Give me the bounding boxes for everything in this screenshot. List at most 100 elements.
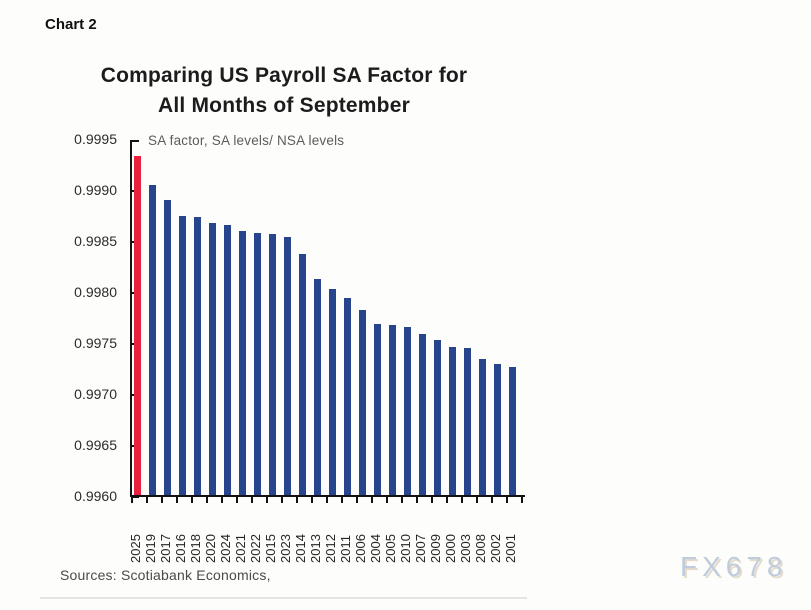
x-tick-mark xyxy=(296,497,298,503)
x-tick-label-2017: 2017 xyxy=(158,534,173,563)
x-tick-mark xyxy=(416,497,418,503)
x-tick-label-2021: 2021 xyxy=(233,534,248,563)
y-tick-label: 0.9975 xyxy=(74,335,117,351)
x-tick-mark xyxy=(341,497,343,503)
x-tick-mark xyxy=(326,497,328,503)
x-tick-mark xyxy=(221,497,223,503)
x-tick-label-2002: 2002 xyxy=(488,534,503,563)
x-tick-mark xyxy=(521,497,523,503)
x-tick-label-2009: 2009 xyxy=(428,534,443,563)
x-tick-label-2020: 2020 xyxy=(203,534,218,563)
bar-2022 xyxy=(254,232,261,495)
bar-2000 xyxy=(449,347,456,495)
x-tick-mark xyxy=(176,497,178,503)
x-tick-mark xyxy=(461,497,463,503)
bar-2024 xyxy=(224,224,231,495)
x-tick-label-2019: 2019 xyxy=(143,534,158,563)
x-tick-mark xyxy=(131,497,133,503)
x-tick-mark xyxy=(206,497,208,503)
x-tick-mark xyxy=(446,497,448,503)
x-tick-label-2005: 2005 xyxy=(383,534,398,563)
bar-2008 xyxy=(479,359,486,495)
x-tick-mark xyxy=(506,497,508,503)
bar-2020 xyxy=(209,222,216,495)
y-tick-label: 0.9980 xyxy=(74,284,117,300)
x-tick-mark xyxy=(431,497,433,503)
x-tick-mark xyxy=(236,497,238,503)
bar-2004 xyxy=(374,323,381,495)
x-tick-label-2013: 2013 xyxy=(308,534,323,563)
bar-2001 xyxy=(509,366,516,495)
x-tick-mark xyxy=(251,497,253,503)
x-tick-label-2007: 2007 xyxy=(413,534,428,563)
x-tick-label-2025: 2025 xyxy=(128,534,143,563)
bar-2003 xyxy=(464,348,471,495)
x-tick-label-2004: 2004 xyxy=(368,534,383,563)
x-tick-label-2024: 2024 xyxy=(218,534,233,563)
bar-chart-plot-area xyxy=(130,140,525,503)
bar-2009 xyxy=(434,340,441,495)
bottom-divider xyxy=(40,597,527,599)
y-tick-label: 0.9965 xyxy=(74,437,117,453)
x-tick-label-2003: 2003 xyxy=(458,534,473,563)
x-tick-label-2014: 2014 xyxy=(293,534,308,563)
x-tick-label-2015: 2015 xyxy=(263,534,278,563)
x-tick-label-2000: 2000 xyxy=(443,534,458,563)
bar-2023 xyxy=(284,236,291,495)
y-tick-label: 0.9985 xyxy=(74,233,117,249)
bar-2021 xyxy=(239,230,246,495)
x-tick-mark xyxy=(311,497,313,503)
bar-2025 xyxy=(134,156,141,495)
y-tick-mark xyxy=(132,140,139,142)
chart-title-line1: Comparing US Payroll SA Factor for xyxy=(100,64,468,87)
x-tick-mark xyxy=(161,497,163,503)
x-tick-label-2011: 2011 xyxy=(338,535,353,563)
x-tick-mark xyxy=(401,497,403,503)
x-tick-mark xyxy=(356,497,358,503)
bar-2011 xyxy=(344,298,351,495)
chart-number-label: Chart 2 xyxy=(45,16,97,33)
x-tick-mark xyxy=(371,497,373,503)
bar-2006 xyxy=(359,310,366,495)
chart-subtitle: SA factor, SA levels/ NSA levels xyxy=(148,133,345,148)
x-tick-label-2022: 2022 xyxy=(248,534,263,563)
x-tick-label-2010: 2010 xyxy=(398,534,413,563)
y-tick-label: 0.9990 xyxy=(74,182,117,198)
x-tick-label-2008: 2008 xyxy=(473,534,488,563)
x-axis-labels: 2025 2019 2017 2016 2018 2020 2024 2021 2022 2015… xyxy=(128,503,530,565)
x-tick-mark xyxy=(476,497,478,503)
x-tick-mark xyxy=(491,497,493,503)
x-tick-label-2001: 2001 xyxy=(503,534,518,563)
bar-2013 xyxy=(314,278,321,495)
bar-2010 xyxy=(404,326,411,495)
x-tick-label-2018: 2018 xyxy=(188,534,203,563)
y-axis-labels: 0.9995 0.9990 0.9985 0.9980 0.9975 0.9970 0.99… xyxy=(38,131,117,504)
bar-2017 xyxy=(164,200,171,495)
bar-2019 xyxy=(149,184,156,495)
x-tick-label-2023: 2023 xyxy=(278,534,293,563)
chart-title: Comparing US Payroll SA Factor for All M… xyxy=(48,61,520,121)
chart-title-line2: All Months of September xyxy=(158,93,410,117)
x-tick-label-2012: 2012 xyxy=(323,534,338,563)
x-tick-mark xyxy=(146,497,148,503)
y-tick-label: 0.9960 xyxy=(74,488,117,504)
bar-2018 xyxy=(194,216,201,495)
bar-2015 xyxy=(269,233,276,495)
x-tick-mark xyxy=(191,497,193,503)
x-tick-mark xyxy=(266,497,268,503)
y-tick-label: 0.9995 xyxy=(74,131,117,147)
y-tick-label: 0.9970 xyxy=(74,386,117,402)
bar-2016 xyxy=(179,215,186,495)
y-tick-mark xyxy=(132,496,139,498)
bar-2002 xyxy=(494,364,501,495)
x-tick-label-2006: 2006 xyxy=(353,534,368,563)
sources-note: Sources: Scotiabank Economics, xyxy=(60,567,271,583)
bar-2005 xyxy=(389,324,396,495)
bar-2007 xyxy=(419,333,426,495)
bar-2014 xyxy=(299,254,306,495)
x-tick-mark xyxy=(386,497,388,503)
watermark-text: FX678 xyxy=(680,551,788,582)
bar-2012 xyxy=(329,289,336,495)
x-tick-label-2016: 2016 xyxy=(173,534,188,563)
x-tick-mark xyxy=(281,497,283,503)
